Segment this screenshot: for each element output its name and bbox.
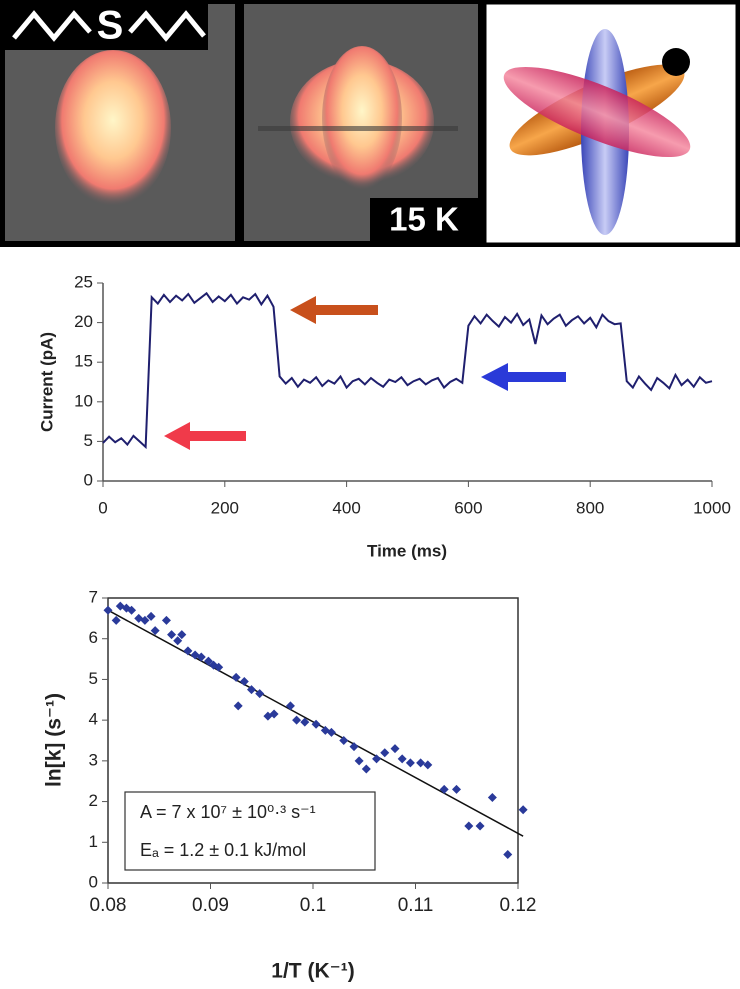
data-point [300, 717, 310, 727]
x-tick-label: 0.08 [90, 895, 127, 916]
data-point [231, 672, 241, 682]
x-tick-label: 0.12 [500, 895, 537, 916]
annotation-box [124, 791, 376, 871]
molecule-flower [290, 46, 434, 190]
data-point [416, 758, 426, 768]
y-tick-label: 4 [89, 710, 98, 729]
data-point [255, 689, 265, 699]
data-point [361, 764, 371, 774]
x-tick-label: 1000 [693, 498, 731, 517]
arrow-orange [290, 296, 378, 324]
data-point [292, 715, 302, 725]
data-point [390, 744, 400, 754]
data-point [439, 784, 449, 794]
data-point [214, 662, 224, 672]
data-point [146, 611, 156, 621]
data-point [326, 727, 336, 737]
tip-dot [662, 48, 690, 76]
y-tick-label: 5 [89, 669, 98, 688]
y-tick-label: 10 [74, 391, 93, 410]
data-point [405, 758, 415, 768]
arrow-blue [481, 363, 566, 391]
y-tick-label: 5 [84, 431, 93, 450]
annotation: Eₐ = 1.2 ± 0.1 kJ/mol [140, 840, 306, 860]
label-box [370, 198, 478, 244]
y-tick-label: 1 [89, 832, 98, 851]
y-axis-label: Current (pA) [37, 332, 56, 432]
y-tick-label: 25 [74, 272, 93, 291]
arrow-red [164, 422, 246, 450]
data-point [349, 742, 359, 752]
x-tick-label: 0.11 [398, 895, 434, 916]
lobe-pink [503, 66, 691, 158]
data-point [372, 754, 382, 764]
y-tick-label: 0 [89, 872, 98, 891]
y-tick-label: 6 [89, 628, 98, 647]
data-point [167, 630, 177, 640]
x-tick-label: 0 [98, 498, 107, 517]
data-point [285, 701, 295, 711]
data-point [311, 719, 321, 729]
x-tick-label: 0.09 [192, 895, 229, 916]
label-box [0, 0, 208, 50]
data-point [196, 652, 206, 662]
y-tick-label: 0 [84, 470, 93, 489]
molecule-blob [55, 50, 171, 206]
data-point [452, 784, 461, 794]
y-tick-label: 2 [89, 791, 98, 810]
data-point [380, 748, 390, 758]
y-tick-label: 15 [74, 352, 93, 371]
data-point [127, 605, 137, 615]
data-point [269, 709, 279, 719]
y-tick-label: 3 [89, 750, 98, 769]
data-point [140, 615, 150, 625]
x-tick-label: 400 [332, 498, 360, 517]
current-trace [102, 291, 713, 450]
data-point [111, 615, 121, 625]
data-point [503, 850, 513, 859]
data-point [464, 821, 474, 831]
data-point [247, 685, 256, 695]
data-point [239, 676, 249, 686]
y-tick-label: 7 [89, 587, 98, 606]
data-point [487, 793, 497, 802]
data-point [475, 821, 485, 831]
scan-artifact [258, 126, 458, 131]
data-point [518, 805, 528, 815]
y-tick-label: 20 [74, 312, 93, 331]
data-point [423, 760, 433, 770]
x-axis-label: 1/T (K⁻¹) [271, 960, 354, 983]
data-point [150, 626, 160, 636]
panel-label: S [97, 4, 124, 48]
data-point [233, 701, 243, 711]
data-point [339, 736, 349, 745]
zigzag [128, 10, 206, 42]
data-point [354, 756, 364, 766]
x-tick-label: 600 [454, 498, 482, 517]
data-point [397, 754, 407, 764]
data-point [177, 630, 187, 640]
x-axis-label: Time (ms) [367, 541, 447, 560]
x-tick-label: 0.1 [300, 895, 326, 916]
x-tick-label: 200 [211, 498, 239, 517]
data-point [173, 636, 183, 646]
panel-label: 15 K [389, 201, 459, 238]
data-point [161, 615, 171, 625]
data-point [103, 605, 113, 615]
data-point [203, 656, 213, 666]
zigzag [12, 10, 92, 42]
y-axis-label: ln[k] (s⁻¹) [43, 693, 66, 787]
x-tick-label: 800 [576, 498, 604, 517]
data-point [183, 646, 193, 656]
annotation: A = 7 x 10⁷ ± 10⁰·³ s⁻¹ [140, 802, 316, 822]
